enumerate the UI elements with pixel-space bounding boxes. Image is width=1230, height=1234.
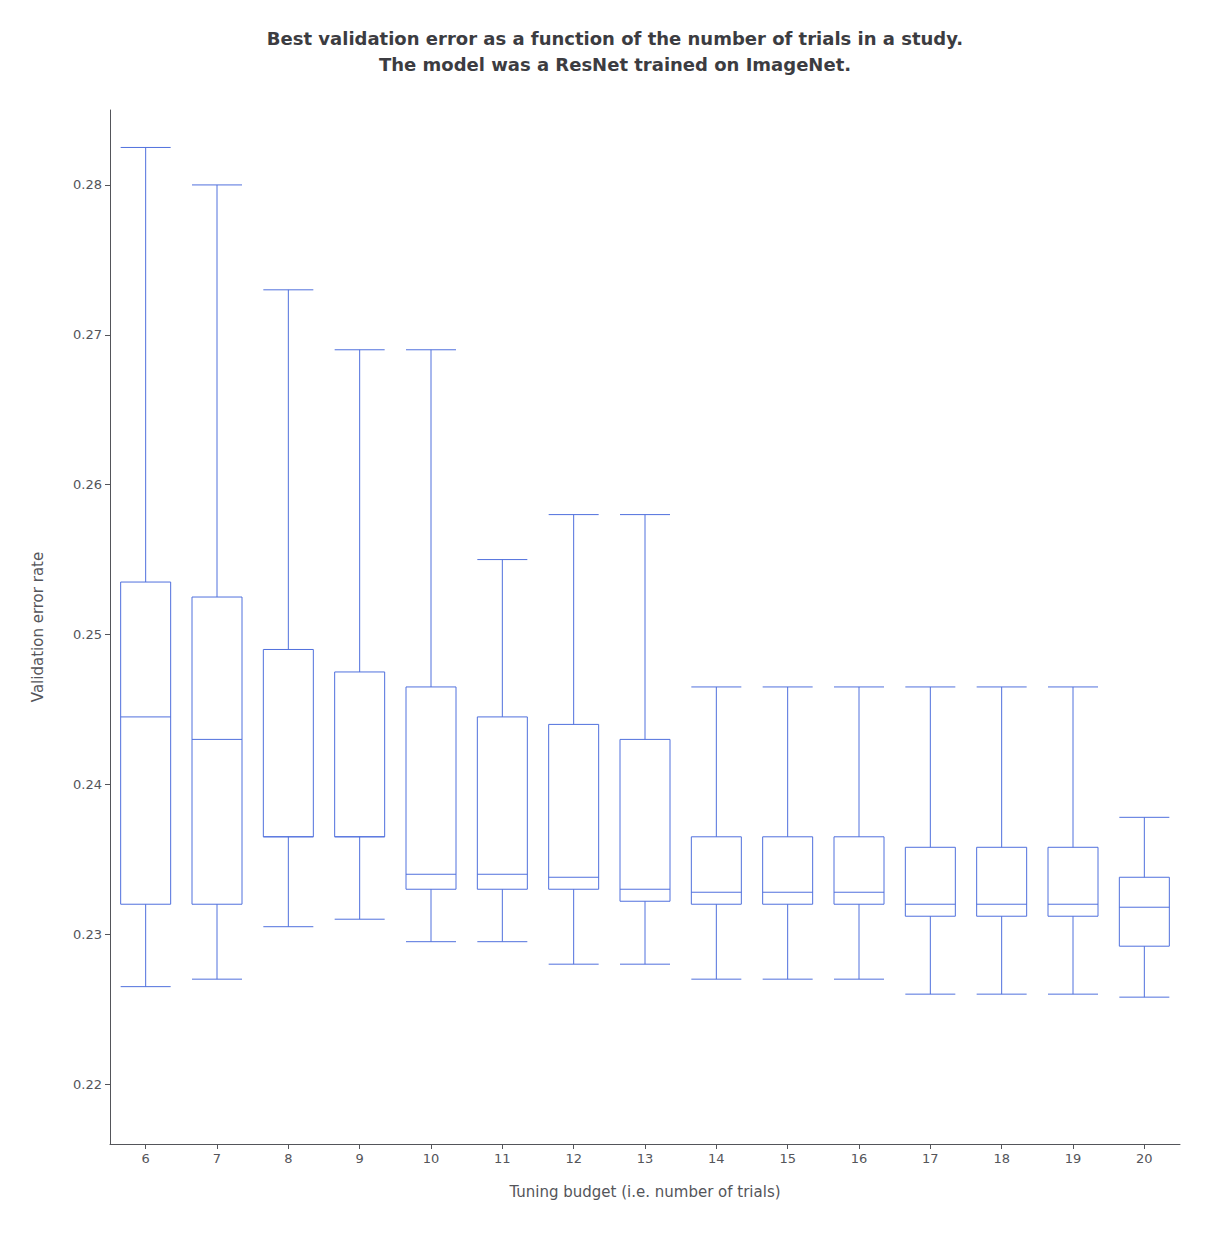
svg-text:15: 15	[779, 1151, 796, 1166]
svg-text:12: 12	[565, 1151, 582, 1166]
svg-text:9: 9	[356, 1151, 364, 1166]
svg-text:0.28: 0.28	[73, 177, 102, 192]
svg-text:Tuning budget (i.e. number of: Tuning budget (i.e. number of trials)	[508, 1183, 780, 1201]
svg-text:10: 10	[423, 1151, 440, 1166]
svg-text:0.24: 0.24	[73, 777, 102, 792]
svg-text:Validation error rate: Validation error rate	[29, 552, 47, 702]
svg-text:0.23: 0.23	[73, 927, 102, 942]
svg-text:The model was a ResNet trained: The model was a ResNet trained on ImageN…	[379, 54, 851, 75]
svg-text:11: 11	[494, 1151, 511, 1166]
svg-text:8: 8	[284, 1151, 292, 1166]
svg-text:0.27: 0.27	[73, 327, 102, 342]
svg-text:6: 6	[142, 1151, 150, 1166]
svg-text:19: 19	[1065, 1151, 1082, 1166]
svg-text:0.26: 0.26	[73, 477, 102, 492]
svg-text:0.25: 0.25	[73, 627, 102, 642]
svg-text:17: 17	[922, 1151, 939, 1166]
svg-text:13: 13	[637, 1151, 654, 1166]
svg-text:7: 7	[213, 1151, 221, 1166]
svg-text:14: 14	[708, 1151, 725, 1166]
svg-text:0.22: 0.22	[73, 1077, 102, 1092]
svg-text:18: 18	[993, 1151, 1010, 1166]
svg-text:20: 20	[1136, 1151, 1153, 1166]
svg-text:16: 16	[851, 1151, 868, 1166]
svg-text:Best validation error as a fun: Best validation error as a function of t…	[267, 28, 963, 49]
